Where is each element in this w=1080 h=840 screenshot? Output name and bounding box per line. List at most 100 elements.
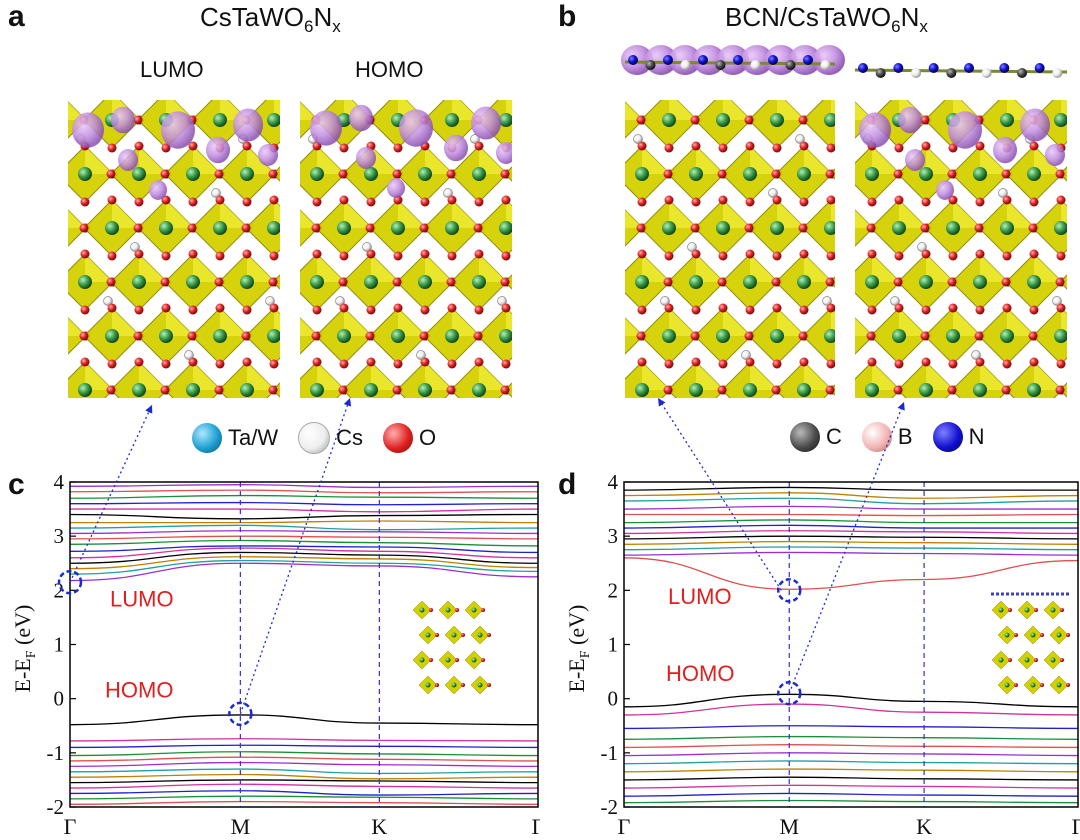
inset-structure-d: [991, 592, 1070, 695]
legend-ta-w-label: Ta/W: [228, 425, 279, 450]
crystal-slab-1: [68, 100, 280, 398]
y-tick-label: 0: [54, 687, 65, 711]
legend-c-label: C: [826, 424, 842, 449]
band-line: [69, 779, 539, 784]
band-line: [69, 501, 539, 506]
band-line: [69, 790, 539, 796]
y-tick-label: -2: [47, 795, 65, 819]
band-line: [623, 752, 1079, 757]
band-line: [69, 520, 539, 524]
bcn-sheet-2: [854, 63, 1068, 78]
panel-label-b: b: [558, 0, 577, 33]
panel-label-d: d: [558, 468, 577, 501]
band-line: [69, 783, 539, 789]
band-line: [623, 530, 1079, 535]
band-line: [623, 776, 1079, 781]
y-tick-label: -1: [601, 741, 619, 765]
band-line: [69, 535, 539, 540]
k-point-label: Γ: [618, 814, 631, 839]
band-line: [69, 761, 539, 768]
band-line: [69, 539, 539, 547]
band-line: [69, 508, 539, 513]
band-line: [623, 519, 1078, 524]
band-line: [69, 556, 539, 570]
y-axis-label: E-EF (eV): [10, 605, 39, 693]
legend-b-label: B: [897, 424, 913, 449]
k-point-label: Γ: [1072, 814, 1080, 839]
legend-cs-label: Cs: [336, 425, 364, 450]
homo-label-a: HOMO: [355, 57, 424, 82]
band-line: [623, 760, 1079, 765]
band-line: [623, 486, 1078, 491]
homo-marker: [228, 701, 253, 727]
homo-annotation-c: HOMO: [105, 678, 173, 703]
band-line: [623, 784, 1079, 789]
band-line: [69, 744, 539, 749]
legend-ta-w-ball: [192, 423, 222, 453]
y-tick-label: -1: [47, 741, 65, 765]
band-line: [623, 492, 1079, 499]
panel-label-c: c: [8, 468, 25, 501]
crystal-structure-images: [68, 45, 1068, 398]
band-line: [623, 524, 1078, 529]
legend-n-label: N: [968, 424, 985, 449]
band-line: [623, 768, 1079, 773]
bands-group: [623, 486, 1079, 804]
band-line: [69, 738, 539, 742]
k-point-label: K: [371, 814, 387, 839]
legend-o-label: O: [419, 425, 437, 450]
k-point-label: M: [231, 814, 251, 839]
crystal-slab-4: [855, 100, 1067, 398]
band-line: [69, 524, 539, 531]
k-point-label: M: [779, 814, 799, 839]
band-line: [623, 505, 1078, 510]
band-line: [69, 494, 539, 499]
panel-label-a: a: [8, 0, 25, 33]
band-structure-chart-d: -2 -1 0 1 2 3 4 Γ M K Γ E-EF (eV) LUMO HOMO: [564, 470, 1080, 839]
legend-n-ball: [932, 422, 963, 452]
band-line: [69, 795, 539, 800]
homo-annotation-d: HOMO: [666, 661, 734, 686]
lumo-annotation-c: LUMO: [110, 587, 174, 612]
band-line: [623, 735, 1079, 740]
y-tick-label: 3: [608, 524, 619, 548]
band-line: [69, 773, 539, 780]
y-tick-label: 2: [608, 578, 619, 602]
y-axis-label: E-EF (eV): [564, 605, 593, 693]
band-line: [69, 751, 539, 757]
panel-a-title: CsTaWO6Nx: [200, 2, 341, 37]
band-line: [623, 725, 1079, 730]
k-point-label: Γ: [532, 814, 540, 839]
band-line: [623, 703, 1079, 716]
band-line: [69, 513, 539, 520]
y-tick-label: 4: [608, 470, 619, 494]
y-tick-label: 0: [608, 687, 619, 711]
band-line: [623, 551, 1079, 556]
legend-cs-ball: [298, 422, 331, 454]
band-line: [69, 756, 539, 762]
band-line: [69, 800, 539, 805]
k-point-label: Γ: [64, 814, 77, 839]
band-line: [69, 484, 539, 489]
legend-c-ball: [790, 422, 820, 452]
band-structure-chart-c: -2 -1 0 1 2 3 4 Γ M K Γ E-EF (eV) LUMO HOMO: [10, 470, 540, 839]
legend-left: Ta/W Cs O: [192, 422, 436, 454]
band-line: [69, 530, 539, 535]
band-line: [623, 693, 1079, 708]
legend-b-ball: [861, 422, 892, 452]
band-line: [623, 497, 1079, 505]
lumo-annotation-d: LUMO: [668, 584, 732, 609]
y-tick-label: 1: [608, 633, 619, 657]
y-tick-label: 3: [54, 524, 65, 548]
band-line: [623, 535, 1079, 540]
crystal-slab-3: [625, 100, 835, 398]
band-line: [69, 714, 539, 726]
band-line: [624, 513, 1079, 517]
bcn-sheet-1: [621, 45, 845, 75]
band-line: [623, 540, 1079, 545]
band-line: [69, 768, 539, 775]
band-line: [69, 489, 539, 494]
legend-right: C B N: [790, 422, 984, 452]
band-line: [623, 799, 1079, 804]
y-tick-label: 1: [54, 633, 65, 657]
